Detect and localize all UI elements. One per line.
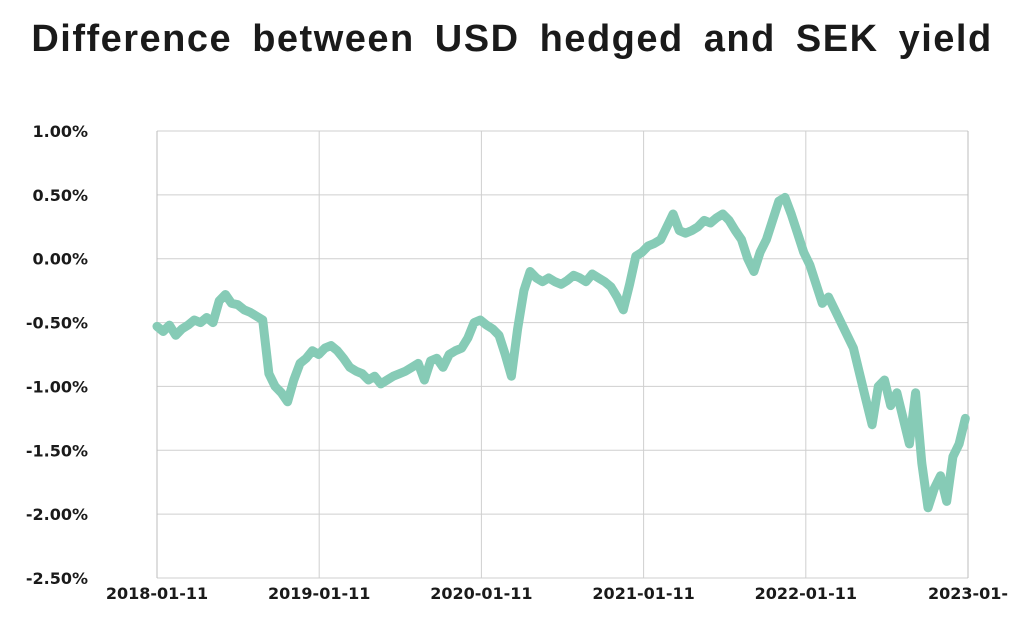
y-axis: 1.00% 0.50% 0.00% -0.50% -1.00% -1.50% -2.00% -… (26, 122, 88, 588)
y-tick-label: 0.00% (32, 250, 88, 269)
x-tick-label: 2021-01-11 (592, 584, 694, 603)
y-tick-label: 0.50% (32, 186, 88, 205)
y-tick-label: 1.00% (32, 122, 88, 141)
x-tick-label: 2020-01-11 (430, 584, 532, 603)
series (152, 192, 970, 513)
y-tick-label: -2.50% (26, 569, 88, 588)
y-tick-label: -2.00% (26, 505, 88, 524)
x-tick-label: 2018-01-11 (106, 584, 208, 603)
x-tick-label: 2019-01-11 (268, 584, 370, 603)
x-tick-label: 2022-01-11 (755, 584, 857, 603)
series-line (152, 192, 970, 513)
y-tick-label: -1.50% (26, 441, 88, 460)
y-tick-label: -0.50% (26, 314, 88, 333)
x-tick-label: 2023-01- (928, 584, 1008, 603)
chart-title: Difference between USD hedged and SEK yi… (31, 18, 993, 60)
grid (156, 130, 969, 579)
x-axis: 2018-01-11 2019-01-11 2020-01-11 2021-01-11… (106, 584, 1008, 603)
y-tick-label: -1.00% (26, 377, 88, 396)
